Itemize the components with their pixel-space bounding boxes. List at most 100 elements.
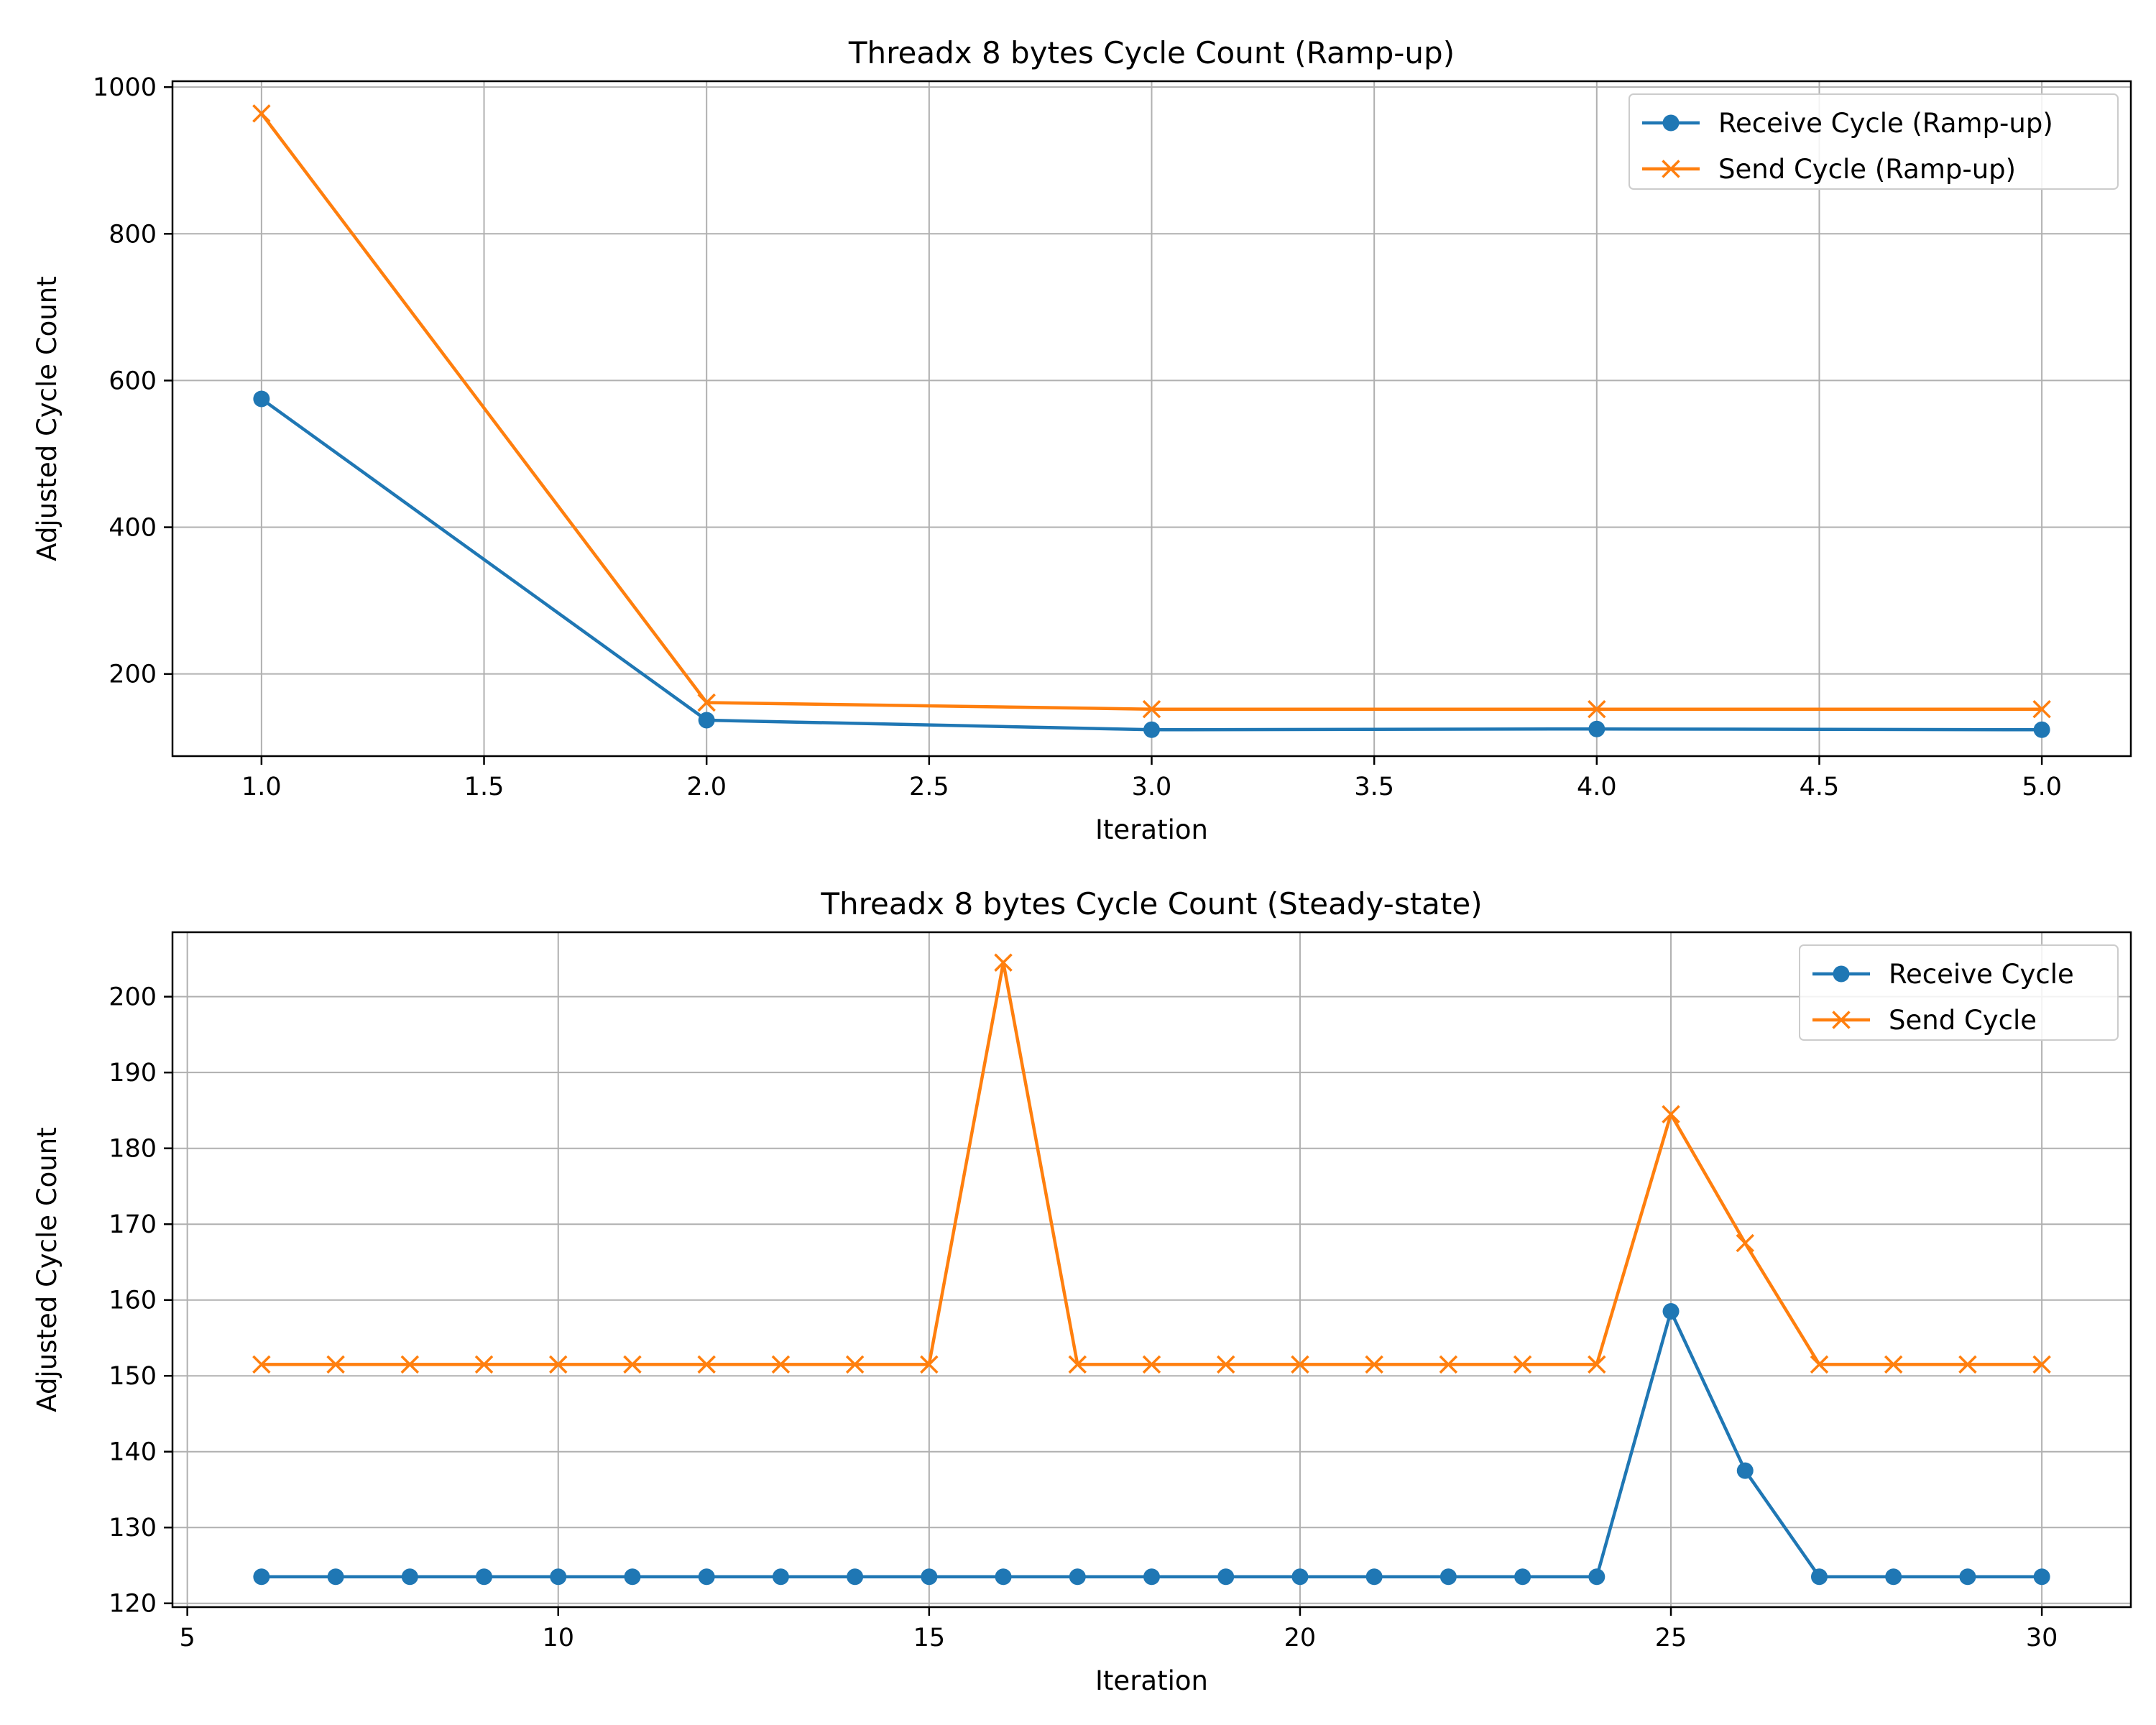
data-point [1513,1355,1532,1374]
data-point [1216,1355,1235,1374]
data-point [1143,721,1160,738]
legend-marker [1662,114,1680,132]
legend-item-1: Send Cycle (Ramp-up) [1642,154,2016,185]
legend: Receive Cycle (Ramp-up) Send Cycle (Ramp-… [1628,93,2119,190]
data-point [2032,1355,2051,1374]
data-point [1884,1355,1903,1374]
data-point [326,1355,345,1374]
chart-1: 5 10 15 20 25 30 120 130 140 150 160 170 180 190 200 Th… [32,886,2132,1696]
data-point [253,390,270,408]
data-point [549,1355,568,1374]
data-point [624,1568,641,1586]
data-point [401,1568,418,1586]
y-tick-label: 800 [109,220,157,249]
y-tick-label: 200 [109,983,157,1012]
data-point [1142,699,1161,719]
data-point [1736,1233,1754,1253]
legend-marker [1832,1011,1851,1029]
data-point [1365,1355,1383,1374]
data-point [550,1568,567,1586]
series-1 [252,104,2051,719]
y-tick-label: 200 [109,661,157,689]
y-axis-label: Adjusted Cycle Count [32,1127,63,1412]
legend-label: Send Cycle [1889,1005,2037,1036]
legend-marker [1833,965,1850,983]
data-point [1143,1568,1160,1586]
data-point [697,693,716,712]
data-point [476,1568,493,1586]
x-tick-label: 2.5 [909,773,949,801]
x-tick-label: 5 [180,1624,195,1652]
data-point [1588,720,1606,737]
y-tick-label: 120 [109,1590,157,1619]
series-line [261,1310,2042,1579]
data-point [1958,1355,1977,1374]
x-axis-label: Iteration [1095,1665,1208,1696]
y-tick-label: 190 [109,1059,157,1087]
data-point [921,1568,938,1586]
data-point [995,1568,1012,1586]
data-point [1365,1568,1383,1586]
x-tick-label: 20 [1284,1624,1317,1652]
y-tick-label: 130 [109,1514,157,1542]
data-point [920,1355,939,1374]
series-line [261,960,2042,1366]
chart-title: Threadx 8 bytes Cycle Count (Steady-stat… [820,886,1482,921]
legend-item-0: Receive Cycle [1812,959,2074,990]
data-point [1068,1355,1087,1374]
data-point [2033,721,2050,738]
data-point [252,1355,271,1374]
data-point [1959,1568,1976,1586]
chart-title: Threadx 8 bytes Cycle Count (Ramp-up) [848,35,1455,70]
x-tick-label: 3.0 [1132,773,1172,801]
legend-marker [1662,160,1680,178]
y-tick-label: 160 [109,1287,157,1315]
chart-0: 1.0 1.5 2.0 2.5 3.0 3.5 4.0 4.5 5.0 200 400 600 800 1… [32,35,2132,845]
data-point [1810,1355,1829,1374]
y-tick-label: 1000 [93,73,157,102]
x-tick-label: 2.0 [686,773,727,801]
x-tick-label: 4.5 [1800,773,1840,801]
y-tick-label: 400 [109,514,157,543]
data-point [845,1355,865,1374]
series-0 [253,390,2050,738]
legend: Receive Cycle Send Cycle [1799,944,2119,1041]
series-1 [252,953,2051,1374]
data-point [1736,1462,1754,1479]
x-tick-label: 15 [913,1624,946,1652]
data-point [1885,1568,1902,1586]
x-tick-label: 10 [542,1624,574,1652]
legend-label: Receive Cycle [1889,959,2074,990]
y-tick-label: 140 [109,1438,157,1467]
x-tick-label: 1.5 [464,773,505,801]
data-point [1439,1568,1457,1586]
data-point [623,1355,642,1374]
legend-item-1: Send Cycle [1812,1005,2037,1036]
data-point [253,1568,270,1586]
data-point [1662,1105,1680,1123]
data-point [1588,1568,1606,1586]
data-point [1662,1303,1680,1320]
data-point [1142,1355,1161,1374]
data-point [847,1568,864,1586]
x-tick-label: 4.0 [1577,773,1617,801]
data-point [771,1355,791,1374]
data-point [2033,1568,2050,1586]
data-point [1810,1568,1828,1586]
data-point [400,1355,420,1374]
x-tick-label: 30 [2026,1624,2058,1652]
x-axis-label: Iteration [1095,814,1208,845]
data-point [1588,699,1606,719]
legend-label: Receive Cycle (Ramp-up) [1718,108,2053,139]
legend-item-0: Receive Cycle (Ramp-up) [1642,108,2053,139]
y-tick-label: 180 [109,1135,157,1164]
plot-frame [171,931,2132,1609]
x-tick-label: 5.0 [2022,773,2062,801]
data-point [1439,1355,1458,1374]
legend-label: Send Cycle (Ramp-up) [1718,154,2016,185]
x-tick-label: 25 [1655,1624,1687,1652]
data-point [1217,1568,1235,1586]
data-point [1514,1568,1531,1586]
data-point [1291,1568,1309,1586]
